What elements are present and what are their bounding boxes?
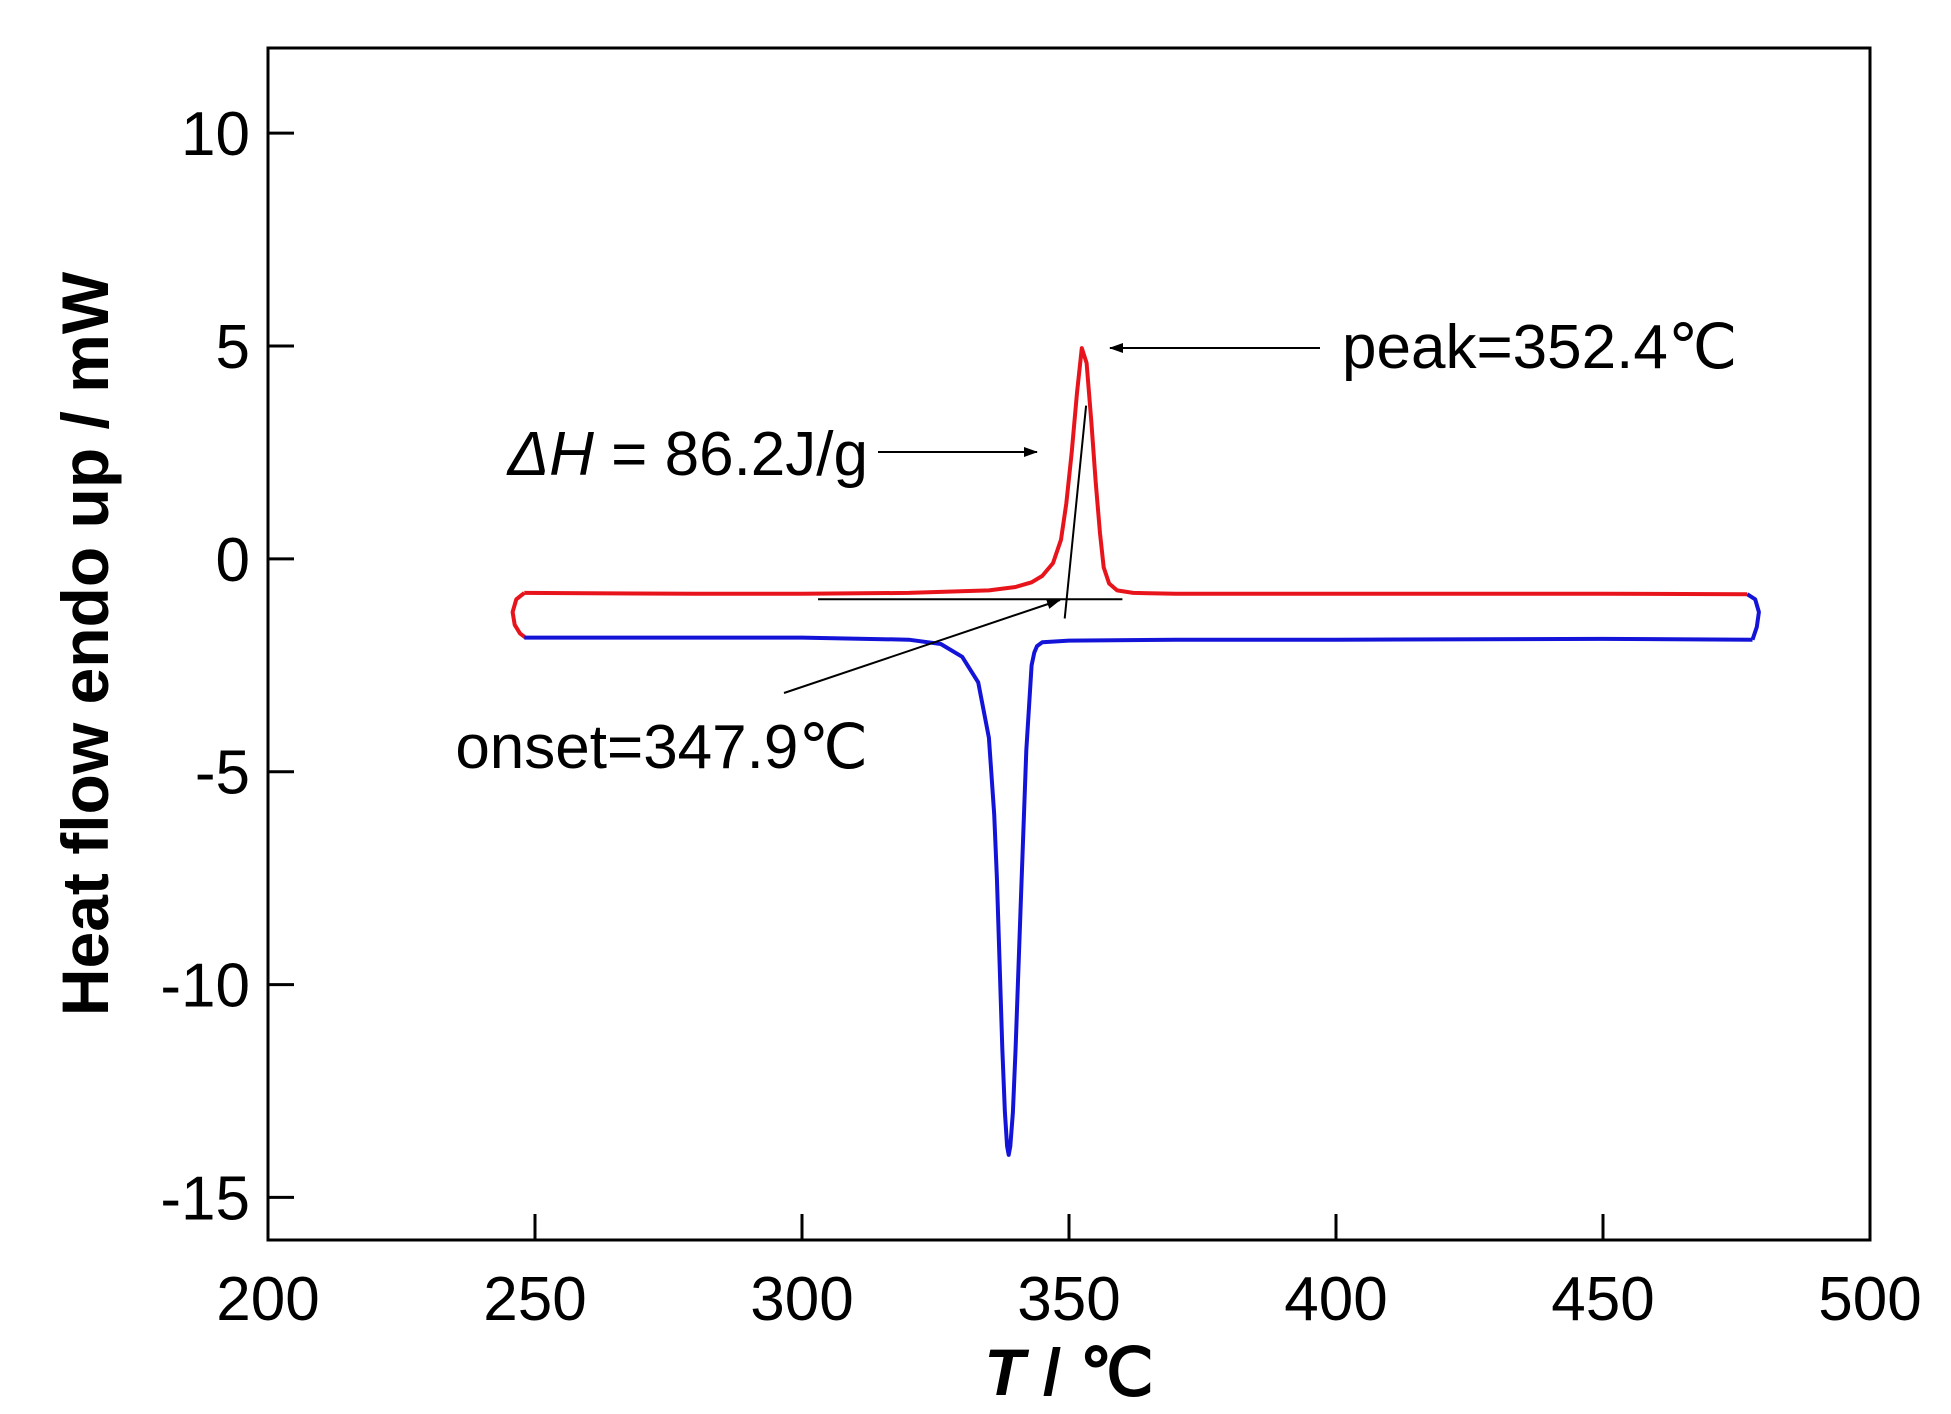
loop-closure-line xyxy=(510,591,527,640)
y-tick-label: 0 xyxy=(216,526,250,595)
x-axis-title-symbol: T xyxy=(984,1335,1029,1409)
x-tick-label: 300 xyxy=(750,1265,853,1334)
y-tick-label: -15 xyxy=(160,1164,250,1233)
plot-frame xyxy=(266,46,1872,1242)
y-axis: -15 -10 -5 0 5 10 xyxy=(160,100,294,1233)
construction-lines xyxy=(818,405,1123,619)
annotation-text-dh: = 86.2J/g xyxy=(594,420,868,489)
annotation-text-onset: onset=347.9℃ xyxy=(455,713,868,782)
x-tick-label: 450 xyxy=(1551,1265,1654,1334)
construction-line xyxy=(1063,405,1088,619)
x-tick-label: 350 xyxy=(1017,1265,1120,1334)
annotation-arrow-onset xyxy=(783,599,1061,694)
y-tick-label: -5 xyxy=(195,739,250,808)
y-tick-label: 5 xyxy=(216,313,250,382)
x-axis-title: T / ℃ xyxy=(984,1335,1153,1409)
loop-closure-line xyxy=(1746,592,1761,641)
y-axis-title: Heat flow endo up / mW xyxy=(48,271,122,1016)
series-line-heating xyxy=(524,346,1748,597)
y-tick-label: -10 xyxy=(160,952,250,1021)
series-line-cooling xyxy=(524,635,1753,1157)
x-axis-title-unit: / ℃ xyxy=(1025,1335,1154,1409)
x-axis: 200 250 300 350 400 450 500 xyxy=(216,1214,1922,1334)
annotation-symbol-dh: ΔH xyxy=(506,420,595,489)
annotation-label-dh: ΔH = 86.2J/g xyxy=(506,420,868,489)
y-tick-label: 10 xyxy=(181,100,250,169)
series-layer xyxy=(510,346,1761,1157)
x-tick-label: 400 xyxy=(1284,1265,1387,1334)
x-tick-label: 500 xyxy=(1818,1265,1921,1334)
annotation-label-onset: onset=347.9℃ xyxy=(455,713,868,782)
annotations: peak=352.4℃ ΔH = 86.2J/g onset=347.9℃ xyxy=(455,313,1737,782)
x-tick-label: 250 xyxy=(483,1265,586,1334)
annotation-text-peak: peak=352.4℃ xyxy=(1342,313,1737,382)
annotation-label-peak: peak=352.4℃ xyxy=(1342,313,1737,382)
x-tick-label: 200 xyxy=(216,1265,319,1334)
